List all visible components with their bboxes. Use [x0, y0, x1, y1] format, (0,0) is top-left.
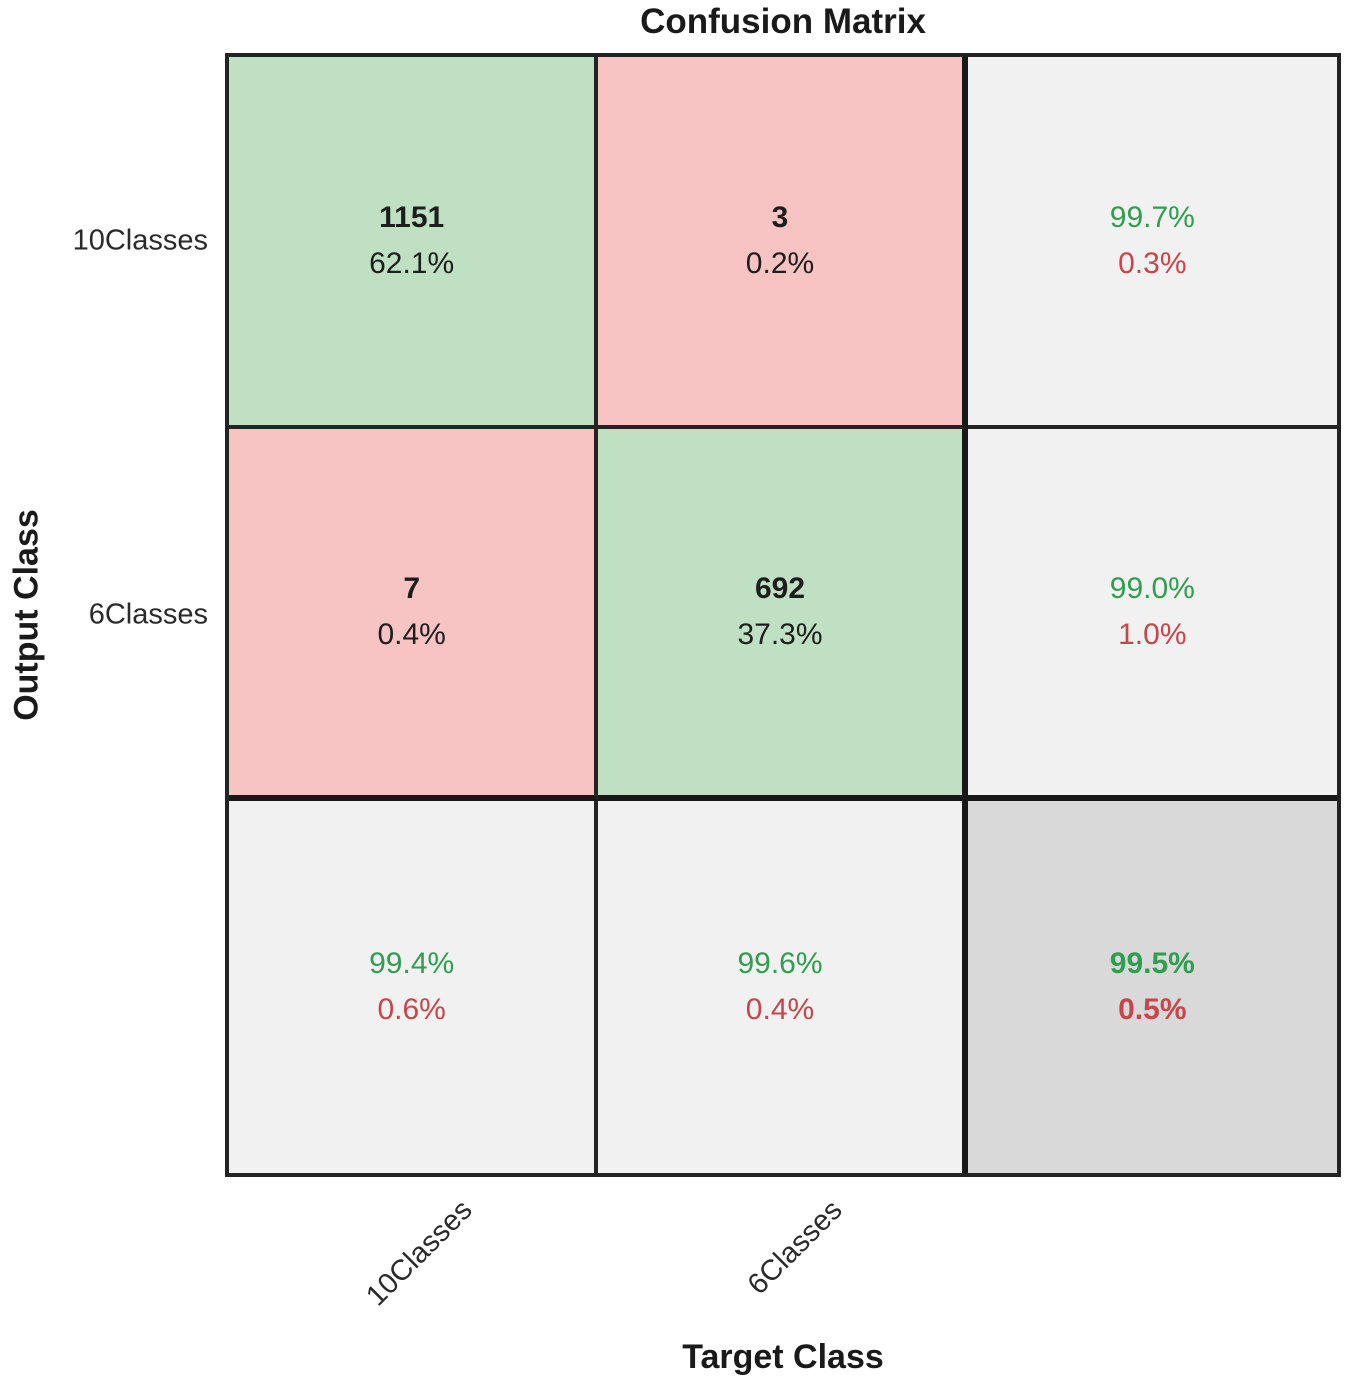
matrix-grid: 1151 62.1% 3 0.2% 99.7% 0.3% 7 0.4% 692 … [225, 53, 1341, 1177]
error-percent: 0.3% [1118, 247, 1187, 280]
cell-percent: 0.2% [745, 247, 815, 280]
row-summary-10classes: 99.7% 0.3% [967, 57, 1337, 429]
cell-output-10classes-target-10classes: 1151 62.1% [229, 57, 599, 429]
precision-percent: 99.7% [1109, 200, 1195, 234]
error-percent: 1.0% [1118, 618, 1187, 651]
row-label-10classes: 10Classes [72, 224, 208, 257]
column-summary-6classes: 99.6% 0.4% [598, 801, 968, 1173]
cell-percent: 0.4% [377, 618, 446, 651]
recall-percent: 99.4% [369, 946, 455, 980]
column-label-10classes: 10Classes [360, 1194, 479, 1313]
overall-accuracy-percent: 99.5% [1109, 946, 1195, 980]
cell-count: 3 [771, 200, 789, 234]
precision-percent: 99.0% [1109, 571, 1195, 605]
row-summary-6classes: 99.0% 1.0% [967, 429, 1337, 801]
cell-output-6classes-target-10classes: 7 0.4% [229, 429, 599, 801]
error-percent: 0.6% [377, 993, 446, 1026]
recall-percent: 99.6% [737, 946, 823, 980]
column-summary-10classes: 99.4% 0.6% [229, 801, 599, 1173]
cell-count: 7 [403, 571, 420, 605]
overall-accuracy-cell: 99.5% 0.5% [967, 801, 1337, 1173]
cell-output-10classes-target-6classes: 3 0.2% [598, 57, 968, 429]
cell-percent: 62.1% [369, 247, 455, 280]
error-percent: 0.4% [745, 993, 815, 1026]
overall-error-percent: 0.5% [1118, 993, 1187, 1026]
cell-percent: 37.3% [737, 618, 823, 651]
x-axis-label: Target Class [682, 1338, 884, 1376]
cell-output-6classes-target-6classes: 692 37.3% [598, 429, 968, 801]
cell-count: 1151 [379, 200, 445, 234]
cell-count: 692 [754, 571, 806, 605]
row-label-6classes: 6Classes [88, 598, 208, 631]
chart-title: Confusion Matrix [640, 2, 926, 41]
